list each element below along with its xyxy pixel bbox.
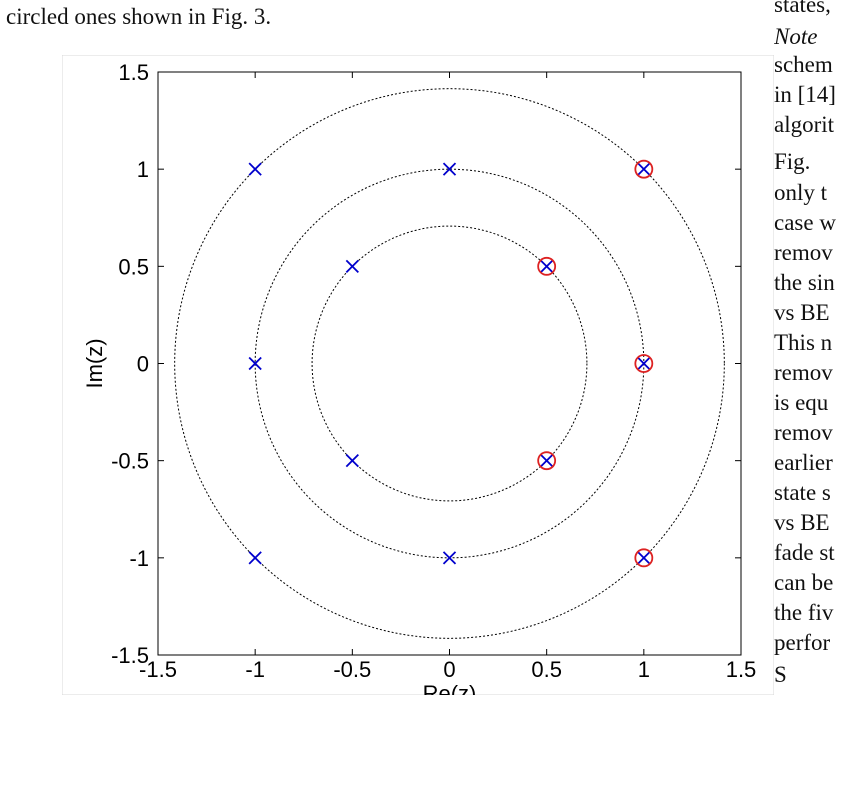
unit-circle-0 <box>311 225 588 502</box>
x-marker <box>345 454 359 468</box>
right-column-line: Fig. <box>774 149 811 174</box>
right-column-line: S <box>774 662 787 687</box>
right-column-line: fade st <box>774 540 835 565</box>
right-column-line: is equ <box>774 390 829 415</box>
unit-circle-2 <box>174 88 725 639</box>
x-marker <box>637 551 651 565</box>
right-column-line: states, <box>774 0 831 17</box>
circle-marker <box>634 354 654 373</box>
y-tick-label: -1 <box>129 546 149 571</box>
y-tick-label: 1 <box>137 157 149 182</box>
right-column-line: Note <box>774 24 818 49</box>
right-column-line: remov <box>774 240 833 265</box>
circle-marker <box>537 256 557 276</box>
plot-frame <box>157 71 742 656</box>
x-tick-label: -0.5 <box>333 657 371 682</box>
y-axis-label: Im(z) <box>82 338 107 388</box>
x-tick-label: 0.5 <box>531 657 562 682</box>
right-column-line: case w <box>774 210 836 235</box>
x-marker <box>248 356 262 371</box>
x-tick-label: 1.5 <box>726 657 757 682</box>
right-column-line: vs BE <box>774 510 830 535</box>
right-column-line: remov <box>774 360 833 385</box>
x-marker <box>442 551 457 565</box>
circle-marker <box>537 451 557 471</box>
y-tick-label: 1.5 <box>118 60 149 85</box>
circle-marker <box>634 548 654 568</box>
right-column-line: perfor <box>774 630 831 655</box>
y-tick-label: 0 <box>137 352 149 377</box>
right-column-line: earlier <box>774 450 833 475</box>
x-marker <box>540 454 554 468</box>
x-axis-label: Re(z) <box>423 681 477 695</box>
x-marker <box>248 162 262 176</box>
right-column-line: can be <box>774 570 834 595</box>
right-column-line: in [14] <box>774 82 836 107</box>
x-tick-label: 1 <box>638 657 650 682</box>
circle-marker <box>634 159 654 179</box>
y-tick-label: -1.5 <box>111 643 149 668</box>
x-marker <box>637 162 651 176</box>
right-column-line: vs BE <box>774 300 830 325</box>
pole-zero-plot: -1.5 -1 -0.5 0 0.5 1 1.5 1.5 1 0.5 0 -0.5 -1 -1.5 Re(z… <box>62 55 774 695</box>
right-column-line: This n <box>774 330 833 355</box>
right-column-line: algorit <box>774 112 835 137</box>
x-marker <box>345 259 359 273</box>
right-column-line: only t <box>774 180 828 205</box>
right-column-line: schem <box>774 52 833 77</box>
x-tick-label: -1.5 <box>139 657 177 682</box>
x-marker <box>637 356 651 371</box>
x-tick-label: 0 <box>443 657 455 682</box>
x-marker <box>540 259 554 273</box>
y-tick-label: -0.5 <box>111 449 149 474</box>
x-marker <box>442 162 457 176</box>
x-tick-label: -1 <box>245 657 265 682</box>
right-column-line: the fiv <box>774 600 834 625</box>
right-column-line: state s <box>774 480 831 505</box>
right-column-line: the sin <box>774 270 835 295</box>
x-marker <box>248 551 262 565</box>
right-column-line: remov <box>774 420 833 445</box>
body-text-top: circled ones shown in Fig. 3. <box>6 4 272 29</box>
right-column-text: states, Note schem in [14] algorit Fig. only t… <box>774 0 851 785</box>
y-tick-label: 0.5 <box>118 254 149 279</box>
